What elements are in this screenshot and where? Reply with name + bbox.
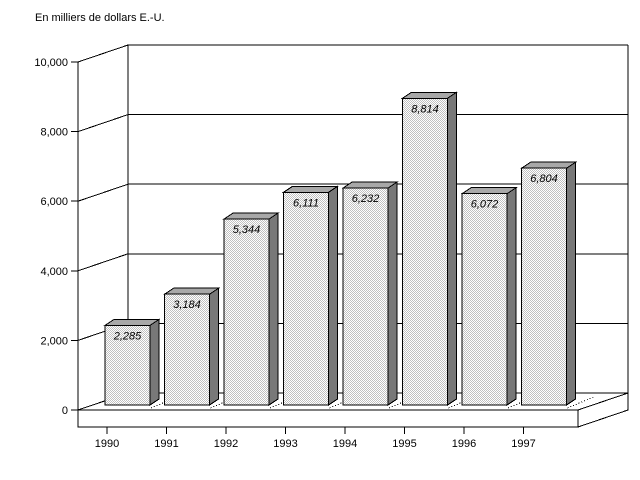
y-tick-label-4,000: 4,000 bbox=[40, 266, 68, 278]
bar-1990: 2,285 bbox=[103, 318, 161, 406]
x-tick-label-1994: 1994 bbox=[333, 438, 357, 450]
y-tick-label-6,000: 6,000 bbox=[40, 196, 68, 208]
x-tick-label-1992: 1992 bbox=[214, 438, 238, 450]
bar-top-face bbox=[281, 185, 340, 193]
x-tick-label-1991: 1991 bbox=[154, 438, 178, 450]
bar-side-face bbox=[328, 185, 338, 406]
x-tick-label-1993: 1993 bbox=[273, 438, 297, 450]
bar-front-face bbox=[223, 218, 270, 406]
bar-value-label: 5,344 bbox=[233, 224, 261, 236]
bar-top-face bbox=[162, 287, 221, 295]
y-tick-label-8,000: 8,000 bbox=[40, 127, 68, 139]
bar-value-label: 8,814 bbox=[411, 103, 439, 115]
floor-right-face bbox=[577, 392, 629, 428]
floor-front-face bbox=[77, 409, 579, 428]
bar-1993: 6,111 bbox=[281, 185, 340, 406]
y-gridline-diagonal-4000 bbox=[77, 253, 129, 272]
bar-side-face bbox=[506, 186, 517, 406]
y-tick-label-10,000: 10,000 bbox=[34, 57, 68, 69]
y-tick-label-2,000: 2,000 bbox=[40, 335, 68, 347]
bar-top-face bbox=[103, 318, 161, 326]
bar-value-label: 2,285 bbox=[113, 330, 142, 342]
bar-front-face bbox=[104, 324, 151, 406]
bar-value-label: 6,232 bbox=[352, 193, 380, 205]
x-tick-label-1990: 1990 bbox=[95, 438, 119, 450]
bar-1992: 5,344 bbox=[222, 212, 280, 406]
bar-value-label: 3,184 bbox=[173, 299, 201, 311]
bar-side-face bbox=[209, 287, 219, 406]
bar-side-face bbox=[566, 161, 576, 406]
y-gridline-diagonal-8000 bbox=[77, 114, 129, 133]
bar-1996: 6,072 bbox=[460, 186, 518, 406]
y-tick-label-0: 0 bbox=[62, 405, 68, 417]
bar-front-face bbox=[402, 97, 448, 406]
bar-value-label: 6,072 bbox=[471, 199, 499, 211]
bar-value-label: 6,804 bbox=[530, 173, 558, 185]
bar-side-face bbox=[268, 212, 279, 406]
bar-front-face bbox=[283, 191, 329, 406]
bar-top-face bbox=[341, 181, 399, 189]
bar-1997: 6,804 bbox=[519, 161, 578, 406]
bar-front-face bbox=[521, 167, 567, 406]
bar-top-face bbox=[460, 187, 518, 195]
bar-side-face bbox=[149, 318, 160, 406]
y-gridline-diagonal-6000 bbox=[77, 183, 129, 202]
bar-side-face bbox=[447, 91, 457, 406]
bar-top-face bbox=[400, 91, 459, 99]
bar-top-face bbox=[519, 161, 578, 169]
y-gridline-diagonal-10000 bbox=[77, 44, 129, 63]
chart-title: En milliers de dollars E.-U. bbox=[35, 12, 165, 24]
bar-top-face bbox=[222, 212, 280, 220]
bar-front-face bbox=[461, 193, 508, 406]
bar-1991: 3,184 bbox=[162, 287, 221, 406]
bar-1995: 8,814 bbox=[400, 91, 459, 406]
x-tick-label-1996: 1996 bbox=[452, 438, 476, 450]
bar-1994: 6,232 bbox=[341, 181, 399, 406]
bar-front-face bbox=[342, 187, 389, 406]
bar-front-face bbox=[164, 293, 210, 406]
x-tick-label-1995: 1995 bbox=[392, 438, 416, 450]
bar-value-label: 6,111 bbox=[293, 197, 319, 209]
bar-side-face bbox=[387, 181, 398, 406]
x-tick-label-1997: 1997 bbox=[511, 438, 535, 450]
